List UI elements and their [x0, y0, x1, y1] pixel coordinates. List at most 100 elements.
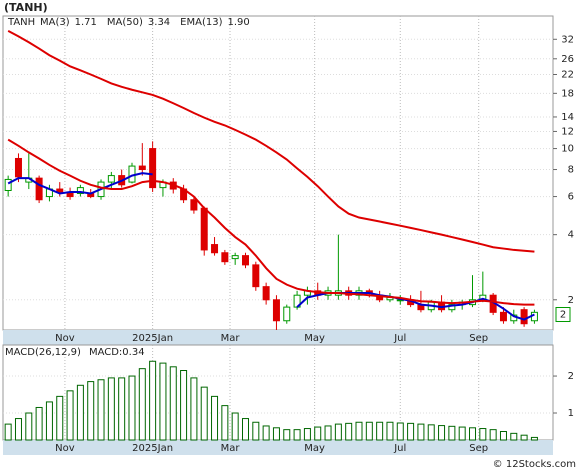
macd-bar — [159, 362, 167, 441]
macd-title: MACD(26,12,9) — [5, 347, 81, 358]
macd-bar — [355, 421, 363, 441]
macd-bar — [4, 423, 12, 441]
macd-bar — [407, 422, 415, 441]
macd-bar — [45, 401, 53, 441]
candle-body — [241, 255, 249, 266]
macd-bar — [169, 366, 177, 441]
macd-bar — [221, 405, 229, 441]
y-tick-label: 26 — [561, 54, 574, 65]
candle-body — [200, 207, 208, 251]
macd-bar — [293, 429, 301, 441]
date-band — [3, 440, 553, 455]
legend-value: 1.71 — [75, 17, 97, 28]
macd-bar — [520, 434, 528, 441]
x-tick-label: Mar — [221, 443, 241, 454]
x-tick-label: Nov — [55, 333, 75, 344]
y-tick-label: 32 — [561, 34, 574, 45]
candle-body — [56, 188, 64, 193]
macd-bar — [469, 427, 477, 441]
macd-bar — [283, 429, 291, 441]
macd-bar — [76, 384, 84, 441]
macd-value: MACD:0.34 — [89, 347, 145, 358]
price-panel — [2, 15, 554, 331]
candle-body — [14, 157, 22, 178]
macd-bar — [386, 421, 394, 441]
x-tick-label: Sep — [469, 333, 488, 344]
candle-body — [76, 187, 84, 194]
macd-bar — [35, 406, 43, 441]
page-title: (TANH) — [4, 1, 48, 14]
macd-bar — [128, 375, 136, 441]
candle-body — [499, 311, 507, 322]
candle-body — [262, 286, 270, 301]
macd-bar — [365, 421, 373, 441]
x-tick-label: Jul — [393, 443, 406, 454]
last-price: 2 — [560, 310, 566, 321]
macd-bar — [499, 430, 507, 441]
y-tick-label: 12 — [561, 126, 574, 137]
macd-bar — [211, 395, 219, 441]
x-tick-label: Nov — [55, 443, 75, 454]
macd-bar — [489, 429, 497, 441]
macd-bar — [118, 377, 126, 441]
macd-bar — [396, 422, 404, 441]
macd-bar — [334, 423, 342, 441]
candle-body — [149, 148, 157, 189]
macd-panel — [2, 344, 554, 441]
macd-bar — [14, 418, 22, 441]
y-tick-label: 2 — [568, 295, 574, 306]
macd-bar — [314, 426, 322, 441]
y-tick-label: 8 — [568, 165, 574, 176]
macd-bar — [200, 386, 208, 441]
macd-bar — [376, 421, 384, 441]
macd-bar — [458, 426, 466, 441]
macd-bar — [180, 370, 188, 441]
macd-bar — [345, 422, 353, 441]
macd-bar — [138, 368, 146, 441]
candle-body — [4, 178, 12, 192]
macd-bar — [25, 412, 33, 441]
macd-bar — [190, 377, 198, 441]
macd-bar — [262, 425, 270, 441]
x-tick-label: Sep — [469, 443, 488, 454]
y-tick-label: 18 — [561, 88, 574, 99]
x-tick-label: Jul — [393, 333, 406, 344]
y-tick-label: 6 — [568, 192, 574, 203]
legend-name: MA(50) — [107, 17, 143, 28]
macd-bar — [448, 425, 456, 441]
last-price-box — [555, 307, 571, 323]
credit: © 12Stocks.com — [493, 459, 576, 470]
candle-body — [211, 244, 219, 254]
x-tick-label: May — [304, 333, 325, 344]
macd-bar — [479, 428, 487, 441]
candle-body — [35, 177, 43, 201]
candle-body — [190, 199, 198, 211]
legend-value: 1.90 — [228, 17, 250, 28]
legend-value: 3.34 — [148, 17, 170, 28]
macd-bar — [87, 381, 95, 441]
candle-body — [138, 165, 146, 171]
macd-bar — [107, 377, 115, 441]
macd-bar — [149, 360, 157, 441]
macd-bar — [417, 423, 425, 441]
macd-bar — [510, 432, 518, 441]
x-tick-label: May — [304, 443, 325, 454]
y-tick-label: 2 — [568, 371, 574, 382]
y-tick-label: 14 — [561, 112, 574, 123]
candle-body — [107, 175, 115, 183]
moving-average-line — [7, 138, 535, 306]
x-tick-label: Mar — [221, 333, 241, 344]
legend-ticker: TANH — [7, 17, 35, 28]
y-tick-label: 22 — [561, 69, 574, 80]
macd-bar — [530, 436, 538, 441]
candle-body — [231, 255, 239, 260]
legend-name: EMA(13) — [180, 17, 222, 28]
date-band — [3, 330, 553, 345]
candle-body — [283, 306, 291, 322]
macd-bar — [438, 425, 446, 441]
y-tick-label: 1 — [568, 408, 574, 419]
macd-bar — [66, 390, 74, 441]
candle-body — [520, 309, 528, 325]
legend-name: MA(3) — [40, 17, 70, 28]
x-tick-label: 2025Jan — [132, 333, 173, 344]
